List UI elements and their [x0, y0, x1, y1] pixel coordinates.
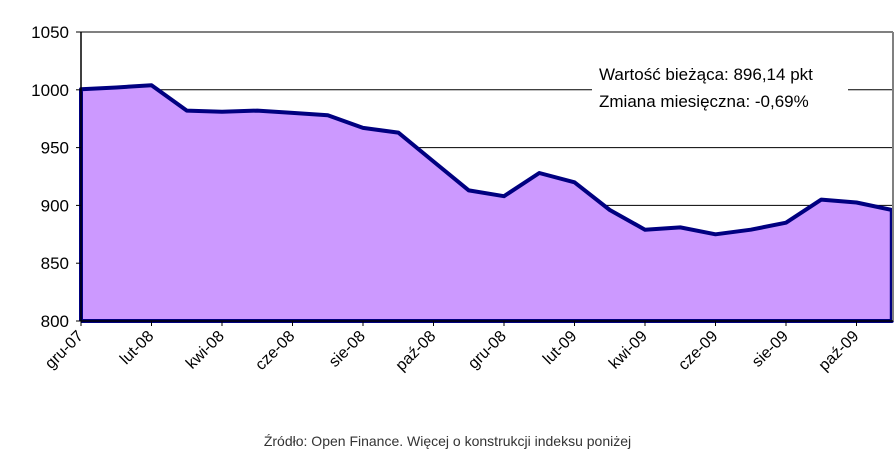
data-area: [79, 83, 894, 323]
x-tick-label: paź-08: [393, 328, 440, 375]
series-line: [79, 83, 894, 323]
y-tick-label: 1000: [31, 81, 69, 100]
x-tick-label: sie-08: [326, 328, 369, 371]
x-tick-label: kwi-09: [606, 328, 651, 373]
y-tick-label: 1050: [31, 23, 69, 42]
current-value-text: Wartość bieżąca: 896,14 pkt: [599, 65, 813, 84]
y-tick-label: 950: [41, 139, 69, 158]
x-tick-label: cze-09: [675, 328, 721, 374]
area-fill: [81, 85, 892, 321]
x-tick-label: lut-09: [540, 328, 580, 368]
y-tick-label: 900: [41, 196, 69, 215]
annotation-box: [592, 56, 848, 118]
x-axis: gru-07 lut-08 kwi-08 cze-08 sie-08 paź-08 gru-…: [42, 320, 893, 375]
index-area-chart: 800 850 900 950 1000 1050 gru-07 lut-08 kwi-08 c…: [31, 23, 894, 375]
x-tick-label: kwi-08: [183, 328, 228, 373]
x-tick-label: gru-08: [465, 328, 510, 373]
x-tick-label: lut-08: [117, 328, 157, 368]
y-tick-label: 850: [41, 254, 69, 273]
y-tick-label: 800: [41, 312, 69, 331]
x-tick-label: sie-09: [749, 328, 792, 371]
source-caption: Źródło: Open Finance. Więcej o konstrukc…: [263, 433, 632, 449]
y-axis: 800 850 900 950 1000 1050: [31, 23, 82, 331]
x-tick-label: paź-09: [816, 328, 863, 375]
x-tick-label: cze-08: [252, 328, 298, 374]
monthly-change-text: Zmiana miesięczna: -0,69%: [599, 92, 809, 111]
x-tick-label: gru-07: [42, 328, 87, 373]
